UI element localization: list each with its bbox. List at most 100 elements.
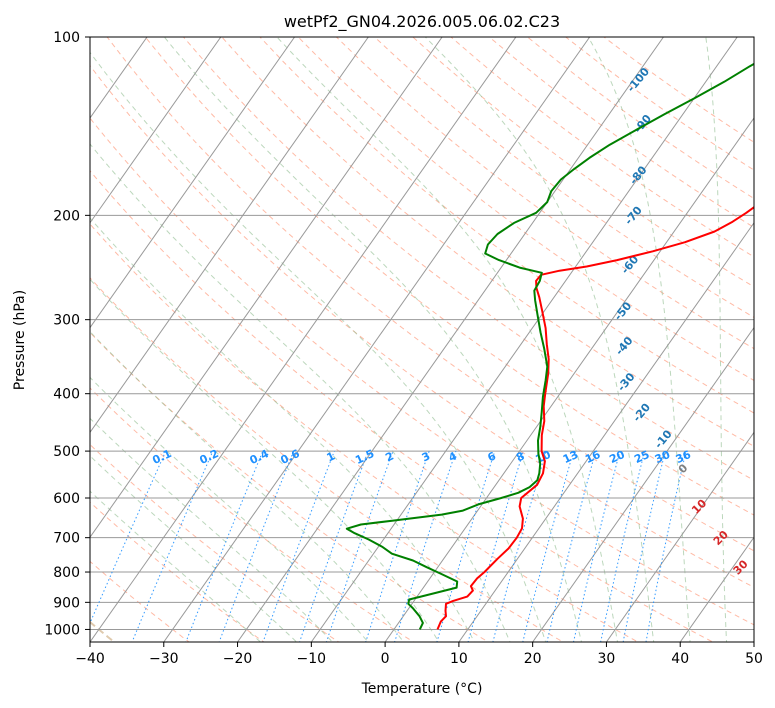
mixing-ratio-lines (90, 450, 687, 642)
mixing-ratio-label: 25 (632, 448, 651, 466)
dry-adiabat-130 (335, 37, 754, 350)
mixing-ratio-label: 2 (383, 450, 395, 465)
mixing-ratio-line-1 (262, 450, 335, 642)
dry-adiabat-30 (90, 223, 639, 642)
mixing-ratio-line-25 (600, 450, 646, 642)
mixing-ratio-line-1.5 (299, 450, 369, 642)
isotherm--40 (90, 37, 517, 642)
mixing-ratio-line-8 (467, 450, 524, 642)
dry-adiabat-label: -30 (615, 370, 638, 394)
dry-adiabat--30 (90, 560, 190, 642)
isotherms (0, 37, 754, 642)
mixing-ratio-line-13 (522, 450, 574, 642)
y-tick-label: 300 (53, 313, 80, 329)
isotherm--20 (237, 37, 664, 642)
x-tick-label: −40 (75, 651, 105, 667)
mixing-ratio-line-36 (645, 450, 687, 642)
dry-adiabat-10 (90, 331, 490, 642)
y-tick-label: 200 (53, 208, 80, 224)
mixing-ratio-line-16 (546, 450, 597, 642)
isotherm-0 (384, 117, 754, 642)
isobars (90, 37, 754, 630)
moist-adiabat--20 (90, 490, 262, 642)
moist-adiabat-label: 40 (752, 586, 772, 606)
moist-adiabat--5 (90, 376, 369, 642)
isotherm-30 (606, 431, 754, 642)
isotherm--80 (90, 37, 222, 224)
y-tick-label: 500 (53, 444, 80, 460)
x-tick-label: −10 (297, 651, 327, 667)
dry-adiabat-20 (90, 277, 565, 642)
mixing-ratio-label: 36 (674, 448, 694, 466)
dry-adiabat-50 (90, 117, 754, 626)
y-tick-label: 800 (53, 565, 80, 581)
chart-title: wetPf2_GN04.2026.005.06.02.C23 (284, 12, 560, 32)
isotherm--100 (0, 37, 73, 642)
x-tick-label: 20 (524, 651, 542, 667)
moist-adiabat-25 (163, 37, 583, 642)
isotherm--60 (90, 37, 369, 434)
y-tick-label: 700 (53, 531, 80, 547)
dry-adiabat-60 (90, 64, 754, 588)
x-tick-label: −30 (149, 651, 179, 667)
mixing-ratio-line-0.1 (90, 450, 167, 625)
dry-adiabat-160 (450, 37, 754, 258)
dewpoint-profile-line (345, 62, 754, 630)
x-tick-label: 50 (745, 651, 763, 667)
moist-adiabat--10 (90, 417, 334, 642)
dry-adiabat-140 (373, 37, 754, 319)
moist-adiabat-label: 30 (731, 557, 751, 577)
dry-adiabat-110 (259, 37, 754, 414)
x-axis-ticks: −40 −30 −20 −10 0 10 20 30 40 50 (75, 642, 763, 667)
y-axis-ticks: 100 200 300 400 500 600 700 800 900 1000 (44, 30, 90, 638)
isotherm-40 (679, 536, 754, 642)
x-tick-label: 0 (381, 651, 390, 667)
dry-adiabat-170 (488, 37, 754, 229)
dry-adiabat-label: -20 (630, 401, 653, 425)
mixing-ratio-line-20 (572, 450, 621, 642)
dry-adiabat-80 (144, 37, 754, 516)
y-axis-title: Pressure (hPa) (12, 290, 28, 390)
mixing-ratio-label: 30 (653, 448, 673, 466)
moist-adiabat-20 (90, 51, 547, 642)
mixing-ratio-line-30 (622, 450, 666, 642)
dry-adiabat--20 (90, 501, 265, 642)
moist-adiabats (90, 24, 775, 654)
x-axis-title: Temperature (°C) (361, 681, 483, 697)
mixing-ratio-line-3 (365, 450, 430, 642)
moist-adiabat--15 (90, 455, 298, 642)
mixing-ratio-line-0.4 (185, 450, 264, 642)
isotherm--70 (90, 37, 295, 329)
dry-adiabat-90 (182, 37, 754, 481)
isotherm-10 (458, 221, 754, 642)
moist-adiabat-50 (762, 24, 775, 654)
moist-adiabat-15 (90, 143, 511, 642)
dry-adiabat-180 (526, 37, 754, 200)
isotherm-50 (753, 641, 754, 642)
moist-adiabat-40 (587, 37, 691, 642)
y-tick-label: 400 (53, 387, 80, 403)
dry-adiabat-40 (90, 170, 714, 642)
mixing-ratio-label: 3 (420, 450, 432, 465)
mixing-ratio-label: 0.1 (150, 447, 173, 467)
mixing-ratio-label: 8 (514, 450, 526, 465)
isotherm--30 (163, 37, 591, 642)
moist-adiabat-5 (90, 278, 440, 642)
dry-adiabat-label: -70 (622, 204, 645, 228)
moist-adiabat-30 (276, 37, 619, 642)
mixing-ratio-label: 4 (447, 449, 460, 464)
x-tick-label: 30 (598, 651, 616, 667)
dry-adiabat-120 (297, 37, 754, 382)
plot-area: 0.1 0.2 0.4 0.6 1 1.5 2 3 4 6 8 10 13 16 20 25 30 36-100-… (0, 24, 775, 654)
dry-adiabat--10 (90, 443, 340, 642)
moist-adiabat-0 (90, 330, 405, 642)
mixing-ratio-line-2 (325, 450, 394, 642)
dry-adiabat-190 (564, 37, 754, 171)
y-tick-label: 100 (53, 30, 80, 46)
isotherm--10 (310, 37, 738, 642)
mixing-ratio-line-0.2 (131, 450, 214, 642)
plot-frame (89, 36, 755, 643)
dry-adiabat-70 (106, 37, 754, 552)
isotherm-20 (532, 326, 754, 642)
